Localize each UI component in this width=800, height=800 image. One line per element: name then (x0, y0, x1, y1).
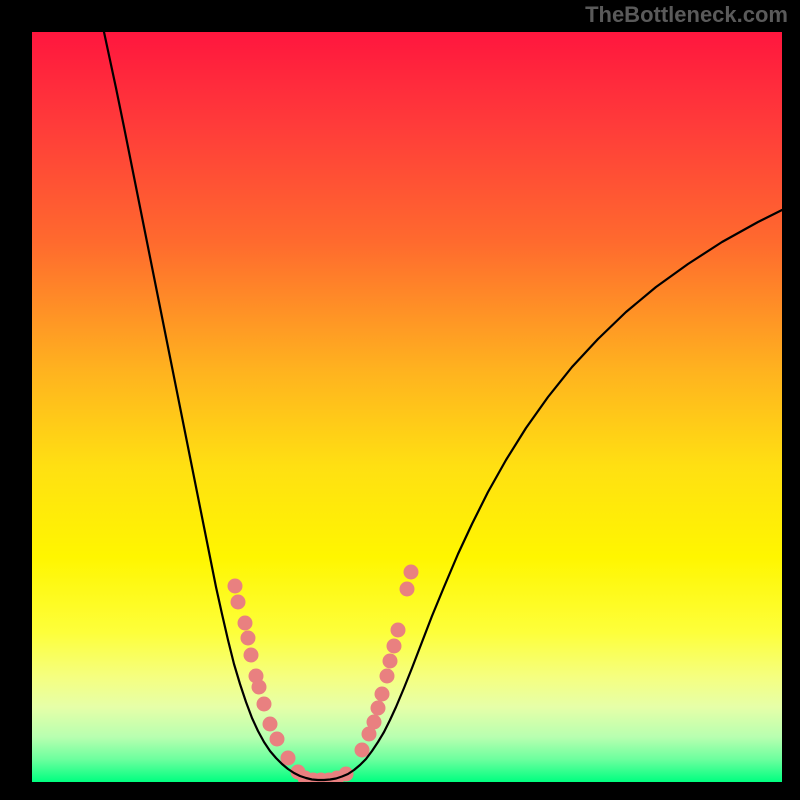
plot-area (32, 32, 782, 782)
watermark-text: TheBottleneck.com (585, 2, 788, 28)
data-marker (380, 669, 395, 684)
data-marker (228, 579, 243, 594)
curve-svg (32, 32, 782, 782)
data-marker (367, 715, 382, 730)
data-marker (371, 701, 386, 716)
data-marker (241, 631, 256, 646)
data-marker (238, 616, 253, 631)
markers-group (228, 565, 419, 783)
data-marker (383, 654, 398, 669)
data-marker (404, 565, 419, 580)
data-marker (244, 648, 259, 663)
data-marker (375, 687, 390, 702)
data-marker (400, 582, 415, 597)
data-marker (355, 743, 370, 758)
data-marker (231, 595, 246, 610)
data-marker (263, 717, 278, 732)
data-marker (270, 732, 285, 747)
data-marker (252, 680, 267, 695)
data-marker (257, 697, 272, 712)
data-marker (387, 639, 402, 654)
chart-container: TheBottleneck.com (0, 0, 800, 800)
main-curve (104, 32, 782, 780)
data-marker (391, 623, 406, 638)
